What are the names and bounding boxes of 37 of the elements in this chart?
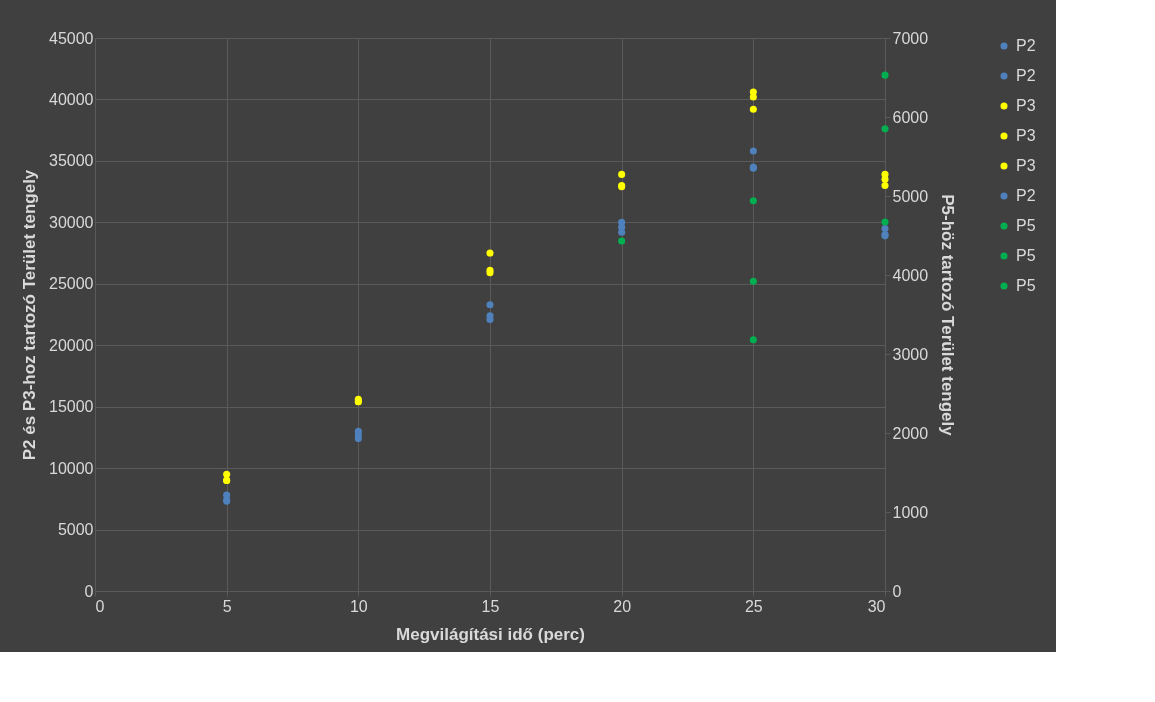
legend-label: P3: [1016, 97, 1036, 114]
y-tick-label: 45000: [49, 29, 94, 47]
x-tick-label: 30: [867, 597, 886, 615]
y2-tick-label: 5000: [892, 187, 929, 205]
x-axis-title: Megvilágítási idő (perc): [396, 624, 585, 644]
legend-label: P5: [1016, 247, 1036, 264]
legend-label: P2: [1016, 37, 1036, 54]
legend-label: P2: [1016, 67, 1036, 84]
legend-label: P3: [1016, 127, 1036, 144]
y-tick-label: 10000: [49, 459, 94, 477]
y-axis-title: P2 és P3-hoz tartozó Terület tengely: [20, 169, 40, 461]
x-tick-label: 20: [613, 597, 632, 615]
x-tick-label: 5: [222, 597, 232, 615]
y2-axis-title: P5-höz tartozó Terület tengely: [938, 194, 958, 437]
y2-tick-label: 2000: [892, 424, 929, 442]
x-tick-label: 0: [95, 597, 105, 615]
y2-tick-label: 7000: [892, 29, 929, 47]
x-tick-label: 25: [744, 597, 763, 615]
legend-label: P5: [1016, 217, 1036, 234]
y-tick-label: 40000: [49, 90, 94, 108]
y-tick-label: 20000: [49, 336, 94, 354]
y2-tick-label: 3000: [892, 345, 929, 363]
y-tick-label: 25000: [49, 275, 94, 293]
x-tick-label: 10: [349, 597, 368, 615]
y-tick-label: 0: [84, 582, 94, 600]
legend-label: P2: [1016, 187, 1036, 204]
y-tick-label: 15000: [49, 398, 94, 416]
x-tick-label: 15: [481, 597, 500, 615]
legend-label: P5: [1016, 277, 1036, 294]
y2-tick-label: 6000: [892, 108, 929, 126]
y2-tick-label: 0: [892, 582, 902, 600]
y2-tick-label: 4000: [892, 266, 929, 284]
legend-label: P3: [1016, 157, 1036, 174]
y-tick-label: 35000: [49, 152, 94, 170]
y-tick-label: 30000: [49, 213, 94, 231]
y2-tick-label: 1000: [892, 503, 929, 521]
y-tick-label: 5000: [57, 521, 94, 539]
